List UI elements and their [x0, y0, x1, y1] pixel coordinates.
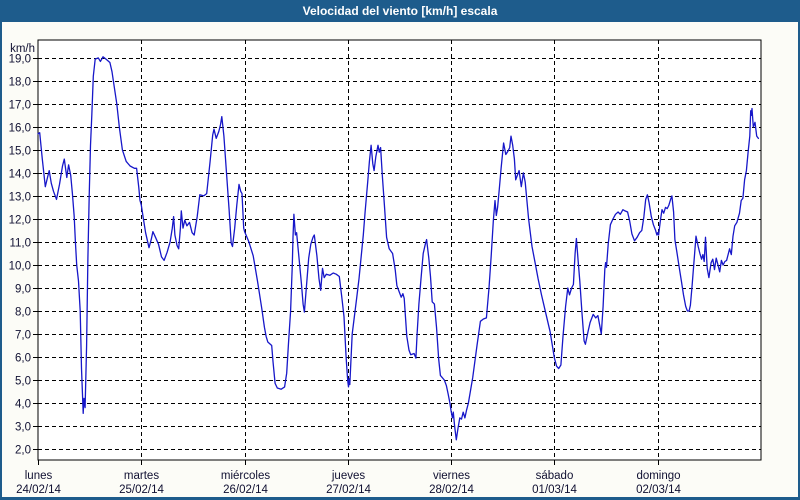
x-date-label: 27/02/14 — [326, 484, 371, 496]
y-tick-label: 14,0 — [9, 169, 31, 181]
y-tick-label: 7,0 — [15, 330, 31, 342]
plot-frame — [37, 39, 762, 461]
y-tick-label: 9,0 — [15, 284, 31, 296]
y-tick-label: 18,0 — [9, 77, 31, 89]
wind-speed-series-line — [37, 56, 760, 441]
x-day-label: miércoles — [221, 470, 270, 482]
y-tick-label: 5,0 — [15, 376, 31, 388]
title-bar: Velocidad del viento [km/h] escala — [0, 0, 800, 22]
y-axis-unit-label: km/h — [10, 43, 35, 55]
x-day-label: sábado — [536, 470, 574, 482]
y-tick-label: 17,0 — [9, 100, 31, 112]
y-tick-label: 6,0 — [15, 353, 31, 365]
x-date-label: 01/03/14 — [532, 484, 577, 496]
y-tick-label: 12,0 — [9, 215, 31, 227]
chart-title: Velocidad del viento [km/h] escala — [302, 4, 498, 18]
y-tick-label: 4,0 — [15, 399, 31, 411]
y-tick-label: 19,0 — [9, 54, 31, 66]
y-tick-label: 10,0 — [9, 261, 31, 273]
wind-speed-chart: 2,0 3,0 4,0 5,0 6,0 7,0 8,0 9,0 10,0 11,0 12,0 13,0… — [9, 39, 762, 496]
y-tick-label: 13,0 — [9, 192, 31, 204]
y-tick-label: 3,0 — [15, 422, 31, 434]
x-date-label: 02/03/14 — [636, 484, 681, 496]
x-date-label: 28/02/14 — [429, 484, 474, 496]
x-date-label: 25/02/14 — [119, 484, 164, 496]
x-day-label: viernes — [433, 470, 470, 482]
y-tick-label: 2,0 — [15, 445, 31, 457]
y-tick-label: 16,0 — [9, 123, 31, 135]
y-tick-label: 15,0 — [9, 146, 31, 158]
chart-area: 2,0 3,0 4,0 5,0 6,0 7,0 8,0 9,0 10,0 11,0 12,0 13,0… — [2, 22, 798, 497]
x-day-label: martes — [124, 470, 159, 482]
y-tick-label: 11,0 — [9, 238, 31, 250]
x-day-label: jueves — [331, 470, 365, 482]
x-date-label: 24/02/14 — [16, 484, 61, 496]
x-day-label: lunes — [25, 470, 53, 482]
y-tick-label: 8,0 — [15, 307, 31, 319]
x-date-label: 26/02/14 — [223, 484, 268, 496]
x-day-label: domingo — [636, 470, 680, 482]
